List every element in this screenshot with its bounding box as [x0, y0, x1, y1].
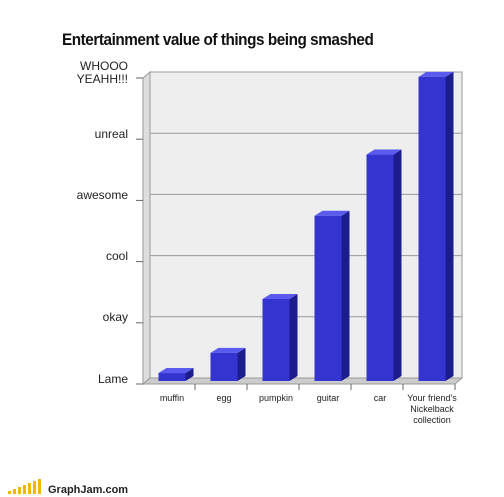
x-tick-label: pumpkin — [258, 393, 294, 403]
bar — [366, 154, 394, 381]
bar — [210, 352, 238, 381]
footer: GraphJam.com — [48, 484, 129, 496]
bar-side — [237, 347, 246, 381]
x-tick-label: guitar — [316, 393, 340, 403]
x-tick-label: egg — [216, 393, 232, 403]
y-tick-label: cool — [105, 249, 128, 264]
floor — [141, 377, 464, 385]
back-wall — [149, 71, 463, 379]
bar-top — [210, 347, 246, 353]
y-tick-label: awesome — [76, 187, 128, 202]
bar-top — [314, 210, 350, 216]
footer-icon — [8, 479, 41, 494]
side-wall — [142, 70, 151, 386]
bar-side — [289, 293, 298, 381]
bar-side — [341, 210, 350, 381]
y-tick-label: WHOOO YEAHH!!! — [76, 59, 128, 86]
bar — [418, 76, 446, 381]
bar-top — [366, 149, 402, 155]
bar-side — [445, 71, 454, 381]
bar-top — [262, 293, 298, 299]
x-tick-label: Your friend's Nickelback collection — [407, 393, 457, 425]
x-tick-label: car — [373, 393, 387, 403]
y-tick-label: unreal — [94, 126, 128, 141]
bar — [262, 298, 290, 381]
x-tick-label: muffin — [159, 393, 185, 403]
bar-side — [393, 149, 402, 381]
bar — [158, 373, 186, 381]
y-tick-label: Lame — [97, 371, 128, 386]
bar-top — [418, 71, 454, 77]
bar-top — [158, 368, 194, 374]
bar-side — [185, 368, 194, 381]
y-tick-label: okay — [102, 310, 128, 325]
bar — [314, 215, 342, 381]
chart-title: Entertainment value of things being smas… — [62, 30, 374, 49]
